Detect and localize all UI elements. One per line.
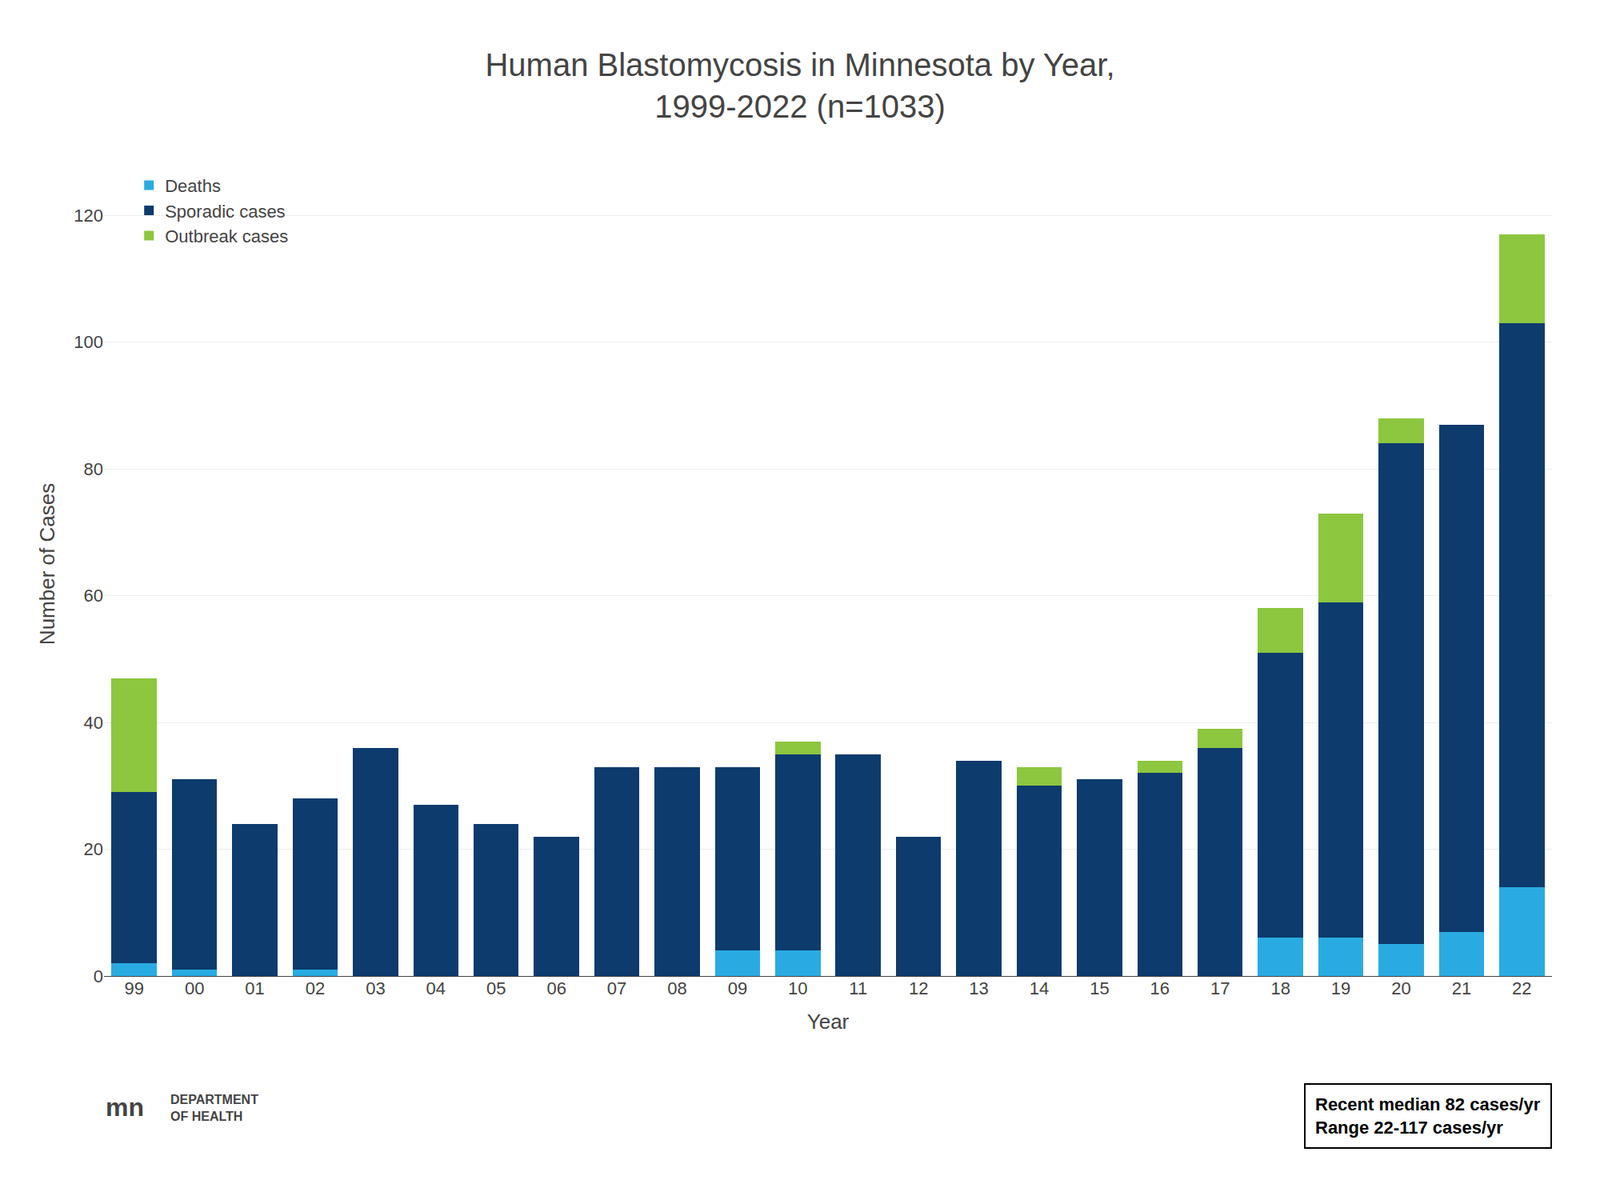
svg-text:09: 09 [728, 978, 748, 999]
svg-text:05: 05 [486, 978, 506, 999]
svg-text:10: 10 [788, 978, 808, 999]
svg-text:08: 08 [667, 978, 687, 999]
svg-text:60: 60 [84, 585, 104, 606]
svg-text:DEPARTMENTOF HEALTH: DEPARTMENTOF HEALTH [170, 1092, 259, 1124]
svg-text:06: 06 [546, 978, 566, 999]
svg-text:20: 20 [1391, 978, 1411, 999]
svg-text:15: 15 [1089, 978, 1109, 999]
svg-text:12: 12 [908, 978, 928, 999]
svg-text:17: 17 [1210, 978, 1230, 999]
svg-text:Year: Year [807, 1009, 850, 1034]
svg-text:19: 19 [1331, 978, 1351, 999]
svg-text:Number of Cases: Number of Cases [35, 483, 60, 645]
svg-text:16: 16 [1150, 978, 1170, 999]
svg-text:04: 04 [426, 978, 446, 999]
svg-text:Outbreak cases: Outbreak cases [164, 226, 288, 247]
svg-text:80: 80 [84, 459, 104, 480]
svg-text:99: 99 [124, 978, 144, 999]
svg-text:Recent median 82 cases/yrRange: Recent median 82 cases/yrRange 22-117 ca… [1315, 1094, 1541, 1138]
svg-text:02: 02 [305, 978, 325, 999]
svg-text:14: 14 [1029, 978, 1049, 999]
svg-text:01: 01 [244, 978, 264, 999]
svg-text:0: 0 [93, 966, 104, 987]
svg-text:13: 13 [968, 978, 988, 999]
svg-text:Human Blastomycosis in Minneso: Human Blastomycosis in Minnesota by Year… [484, 47, 1115, 124]
svg-text:11: 11 [848, 978, 868, 999]
svg-text:100: 100 [73, 332, 104, 352]
svg-text:120: 120 [73, 205, 104, 226]
svg-text:Sporadic cases: Sporadic cases [164, 201, 285, 222]
svg-text:40: 40 [84, 712, 104, 733]
svg-text:03: 03 [365, 978, 385, 999]
svg-text:18: 18 [1270, 978, 1290, 999]
svg-text:21: 21 [1452, 978, 1472, 999]
svg-text:mn: mn [105, 1092, 144, 1122]
svg-text:20: 20 [84, 839, 104, 860]
svg-text:07: 07 [607, 978, 627, 999]
svg-text:22: 22 [1512, 978, 1532, 999]
svg-text:00: 00 [184, 978, 204, 999]
svg-text:Deaths: Deaths [164, 176, 221, 196]
